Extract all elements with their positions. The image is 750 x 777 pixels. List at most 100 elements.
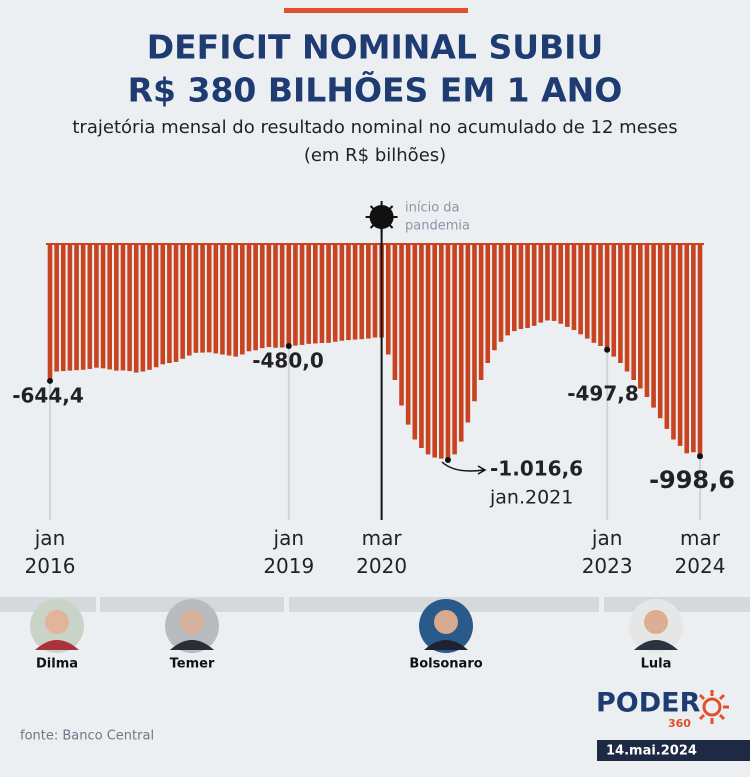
bar bbox=[253, 244, 258, 351]
bar bbox=[591, 244, 597, 343]
date-box bbox=[597, 740, 750, 761]
logo-text: PODER bbox=[596, 688, 701, 719]
bar bbox=[259, 244, 265, 349]
bar bbox=[326, 244, 331, 343]
bar bbox=[551, 244, 557, 321]
president-name: Bolsonaro bbox=[409, 657, 482, 672]
bar bbox=[644, 244, 650, 397]
bar bbox=[405, 244, 411, 425]
bar bbox=[206, 244, 212, 353]
value-label: -644,4 bbox=[12, 384, 84, 408]
top-accent bbox=[284, 8, 468, 13]
bar bbox=[445, 244, 451, 461]
logo-number: 360 bbox=[668, 717, 691, 730]
bar bbox=[200, 244, 205, 353]
bar bbox=[618, 244, 623, 363]
bar bbox=[180, 244, 185, 359]
bar bbox=[671, 244, 676, 440]
bar bbox=[399, 244, 404, 406]
bar bbox=[332, 244, 338, 342]
chart-subtitle: trajetória mensal do resultado nominal n… bbox=[72, 117, 677, 138]
bar bbox=[432, 244, 437, 458]
bar bbox=[286, 244, 292, 346]
bar bbox=[153, 244, 159, 368]
bar bbox=[631, 244, 636, 380]
bar bbox=[412, 244, 418, 440]
bar bbox=[472, 244, 477, 402]
value-label: -1.016,6 bbox=[490, 457, 583, 481]
bar bbox=[598, 244, 603, 346]
bar bbox=[691, 244, 696, 453]
bar bbox=[226, 244, 232, 356]
president-photos bbox=[30, 599, 683, 653]
bar bbox=[531, 244, 537, 326]
bar bbox=[372, 244, 378, 338]
bar bbox=[173, 244, 179, 362]
bar bbox=[604, 244, 610, 350]
bar bbox=[465, 244, 471, 423]
bar bbox=[87, 244, 93, 369]
bar bbox=[458, 244, 464, 442]
bar bbox=[240, 244, 245, 355]
x-tick-label: jan 2019 bbox=[263, 526, 315, 578]
value-label: -998,6 bbox=[649, 466, 735, 494]
bar bbox=[160, 244, 166, 365]
bar bbox=[339, 244, 345, 341]
value-label: -497,8 bbox=[567, 382, 639, 406]
bar bbox=[67, 244, 73, 371]
bar bbox=[651, 244, 656, 408]
bar bbox=[684, 244, 690, 454]
bar bbox=[266, 244, 272, 348]
bar bbox=[638, 244, 643, 389]
bar bbox=[94, 244, 99, 368]
bar bbox=[664, 244, 670, 429]
bar bbox=[352, 244, 358, 340]
value-dot bbox=[604, 346, 611, 353]
bar bbox=[439, 244, 444, 459]
value-dot bbox=[285, 343, 292, 349]
bar bbox=[452, 244, 457, 455]
x-tick-label: jan 2023 bbox=[581, 526, 633, 578]
chart-subtitle: (em R$ bilhões) bbox=[304, 145, 446, 166]
bar bbox=[127, 244, 132, 372]
bar bbox=[54, 244, 59, 372]
bar bbox=[584, 244, 590, 339]
bars bbox=[47, 244, 703, 461]
bar bbox=[47, 244, 53, 381]
bar bbox=[492, 244, 497, 351]
bar bbox=[624, 244, 630, 372]
bar bbox=[478, 244, 484, 380]
president-name: Dilma bbox=[36, 657, 78, 672]
bar bbox=[498, 244, 504, 342]
x-tick-label: jan 2016 bbox=[24, 526, 76, 578]
value-dot bbox=[444, 457, 451, 464]
bar bbox=[186, 244, 192, 356]
bar bbox=[60, 244, 66, 372]
bar bbox=[313, 244, 318, 344]
annotation-arrow bbox=[441, 461, 485, 472]
bar bbox=[578, 244, 583, 335]
bar bbox=[80, 244, 86, 370]
value-dot bbox=[47, 377, 53, 384]
value-label: -480,0 bbox=[252, 349, 324, 373]
x-tick-label: mar 2020 bbox=[356, 526, 408, 578]
bar bbox=[571, 244, 577, 331]
virus-icon bbox=[365, 201, 398, 233]
bar bbox=[319, 244, 325, 344]
bar bbox=[306, 244, 311, 344]
bar bbox=[366, 244, 371, 339]
bar bbox=[677, 244, 683, 446]
bar bbox=[246, 244, 252, 352]
logo-sun bbox=[698, 690, 729, 724]
chart-title: R$ 380 BILHÕES EM 1 ANO bbox=[128, 70, 623, 110]
bar bbox=[100, 244, 106, 369]
bar bbox=[213, 244, 219, 354]
bar bbox=[505, 244, 510, 336]
bar bbox=[74, 244, 79, 371]
bar bbox=[167, 244, 172, 363]
bar bbox=[485, 244, 491, 363]
bar bbox=[220, 244, 225, 355]
bar bbox=[147, 244, 152, 370]
pandemic-note: início da bbox=[405, 201, 460, 216]
